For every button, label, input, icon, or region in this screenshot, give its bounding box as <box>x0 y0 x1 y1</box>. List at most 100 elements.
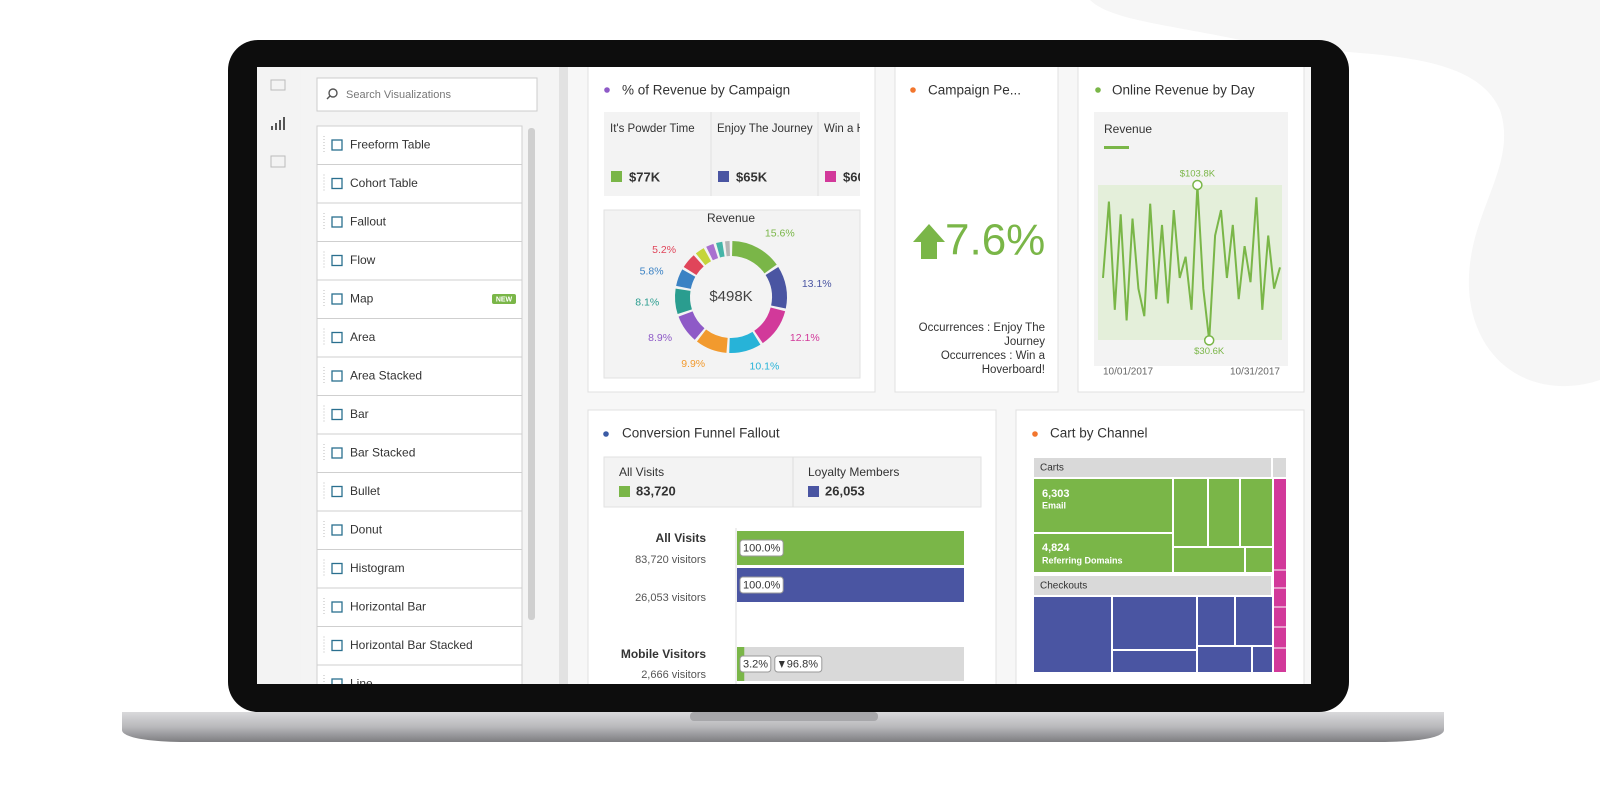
tile-name: Referring Domains <box>1042 555 1123 565</box>
card <box>894 67 1059 393</box>
item-icon <box>331 331 343 344</box>
donut-segment <box>696 329 728 353</box>
search-box[interactable] <box>316 77 538 112</box>
tile <box>1246 548 1272 572</box>
list-item[interactable] <box>316 202 523 242</box>
campaign-swatch <box>611 171 622 182</box>
item-icon <box>331 447 343 459</box>
donut-label: 5.8% <box>640 266 664 278</box>
line-chart: $103.8K $30.6K <box>1102 169 1281 357</box>
badge-label: NEW <box>496 296 513 303</box>
item-icon <box>331 293 343 305</box>
rail-icon[interactable] <box>270 155 286 168</box>
campaign-summary: It's Powder Time $77K Enjoy The Journey $65… <box>610 112 875 196</box>
item-icon <box>331 370 343 382</box>
list-item[interactable] <box>316 395 523 435</box>
tile <box>1274 479 1286 672</box>
list-item[interactable] <box>316 318 523 358</box>
group-label: Checkouts <box>1040 581 1087 592</box>
donut-segment <box>695 248 712 266</box>
tile <box>1113 651 1196 672</box>
list-item[interactable] <box>316 549 523 589</box>
tile <box>1209 479 1239 546</box>
rail <box>257 67 301 684</box>
tile <box>1241 479 1272 546</box>
donut-segment <box>678 311 705 340</box>
treemap: Carts 6,303 Email 4,824 Referring Domain… <box>1034 458 1286 672</box>
donut-title: Revenue <box>707 211 755 225</box>
card-title: % of Revenue by Campaign <box>622 83 790 98</box>
segment-name: All Visits <box>619 465 664 479</box>
item-label: Fallout <box>350 215 387 229</box>
donut-label: 15.6% <box>765 227 795 239</box>
donut-label: 8.1% <box>635 296 659 308</box>
max-label: $103.8K <box>1180 169 1216 180</box>
tile-name: Email <box>1042 500 1066 510</box>
funnel-chart: All Visits 83,720 Loyalty Members 26,053 All… <box>619 465 964 684</box>
item-label: Cohort Table <box>350 176 418 190</box>
card-title: Online Revenue by Day <box>1112 83 1255 98</box>
item-label: Bullet <box>350 484 381 498</box>
card-title: Cart by Channel <box>1050 426 1148 441</box>
list-item[interactable] <box>316 356 523 396</box>
item-icon <box>331 216 343 228</box>
visitors: 83,720 visitors <box>635 554 706 566</box>
title-dot <box>1032 431 1038 437</box>
campaign-value: $60K <box>843 169 875 184</box>
item-label: Freeform Table <box>350 138 431 152</box>
item-label: Line <box>350 677 373 691</box>
list-item[interactable] <box>316 510 523 550</box>
laptop-base <box>122 712 1444 742</box>
list-item[interactable] <box>316 587 523 627</box>
donut-label: 8.9% <box>648 332 672 344</box>
tile <box>1034 534 1172 572</box>
donut-segment <box>765 266 787 309</box>
tile <box>1253 647 1272 672</box>
list-item[interactable] <box>316 279 523 319</box>
visitors: 26,053 visitors <box>635 592 706 604</box>
group-header <box>1273 458 1286 477</box>
group-label: Carts <box>1040 463 1064 474</box>
tile <box>1034 597 1111 672</box>
campaign-name: Win a Hoverboard! <box>824 123 860 135</box>
list-item[interactable] <box>316 241 523 281</box>
donut-segment <box>675 288 692 314</box>
donut-center-label: $498K <box>709 288 752 305</box>
value-chip-label: 100.0% <box>743 542 781 554</box>
item-label: Area Stacked <box>350 369 422 383</box>
screen: Search Visualizations Freeform Table Coho… <box>257 67 1311 704</box>
segment-name: Loyalty Members <box>808 465 899 479</box>
step-name: Mobile Visitors <box>621 647 706 661</box>
campaign-name-wrap: It's Powder Time <box>610 123 695 135</box>
list-item[interactable] <box>316 433 523 473</box>
item-icon <box>331 639 343 652</box>
donut-segment <box>676 269 696 289</box>
donut-segment <box>754 307 786 344</box>
item-icon <box>331 601 343 613</box>
item-label: Flow <box>350 253 376 267</box>
up-arrow-icon <box>913 224 945 259</box>
segment-value: 83,720 <box>636 483 676 498</box>
rail-icon[interactable] <box>271 117 285 130</box>
item-icon <box>331 408 343 421</box>
tile-value: 6,303 <box>1042 488 1070 500</box>
scrollbar[interactable] <box>528 128 535 620</box>
rail-icon[interactable] <box>270 79 286 91</box>
donut-label: 10.1% <box>750 360 780 372</box>
visualization-list: Freeform Table Cohort Table Fallout Flow Map… <box>316 125 523 704</box>
laptop-notch <box>690 712 878 721</box>
title-dot <box>1095 87 1101 93</box>
search-placeholder: Search Visualizations <box>346 89 451 101</box>
value-chip-label: 3.2% <box>743 658 768 670</box>
list-item[interactable] <box>316 472 523 512</box>
item-label: Bar Stacked <box>350 446 415 460</box>
item-icon <box>331 177 343 190</box>
value-chip <box>739 576 784 594</box>
badge <box>492 294 516 304</box>
list-item[interactable] <box>316 664 523 704</box>
donut-chart: 15.6% 13.1% 12.1% 10.1% 9.9% 8.9% 8.1% 5.8% 5.2% <box>635 227 831 372</box>
visitors: 2,666 visitors <box>641 669 706 681</box>
segment-swatch <box>808 486 819 497</box>
list-item[interactable] <box>316 626 523 666</box>
list-item[interactable] <box>316 164 523 204</box>
